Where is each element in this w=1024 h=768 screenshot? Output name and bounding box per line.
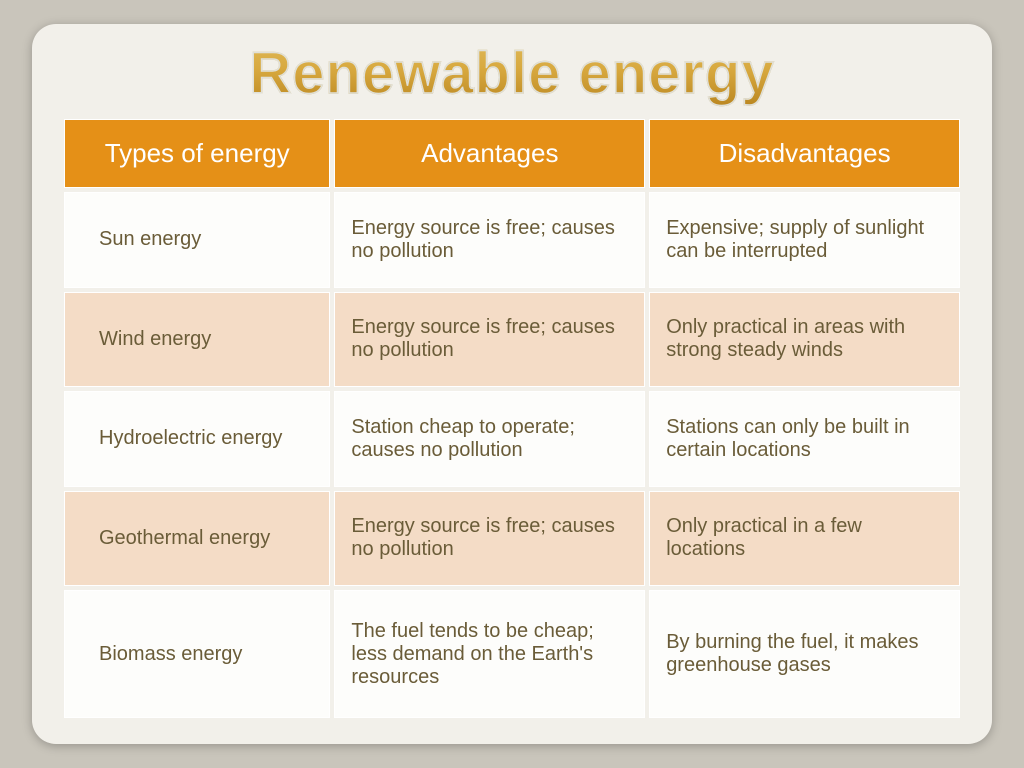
slide: Renewable energy Types of energy Advanta… — [32, 24, 992, 744]
cell-type: Sun energy — [64, 192, 330, 288]
cell-disadvantages: By burning the fuel, it makes greenhouse… — [649, 590, 960, 718]
table-header-row: Types of energy Advantages Disadvantages — [64, 119, 960, 188]
table-row: Sun energy Energy source is free; causes… — [64, 192, 960, 288]
cell-advantages: Energy source is free; causes no polluti… — [334, 192, 645, 288]
table-row: Biomass energy The fuel tends to be chea… — [64, 590, 960, 718]
cell-disadvantages: Expensive; supply of sunlight can be int… — [649, 192, 960, 288]
cell-disadvantages: Only practical in a few locations — [649, 491, 960, 587]
table-row: Hydroelectric energy Station cheap to op… — [64, 391, 960, 487]
col-header-advantages: Advantages — [334, 119, 645, 188]
cell-advantages: Energy source is free; causes no polluti… — [334, 292, 645, 388]
table-row: Wind energy Energy source is free; cause… — [64, 292, 960, 388]
slide-title: Renewable energy — [60, 38, 964, 115]
cell-advantages: Station cheap to operate; causes no poll… — [334, 391, 645, 487]
cell-type: Hydroelectric energy — [64, 391, 330, 487]
cell-type: Geothermal energy — [64, 491, 330, 587]
cell-disadvantages: Only practical in areas with strong stea… — [649, 292, 960, 388]
cell-advantages: The fuel tends to be cheap; less demand … — [334, 590, 645, 718]
cell-type: Biomass energy — [64, 590, 330, 718]
col-header-type: Types of energy — [64, 119, 330, 188]
cell-disadvantages: Stations can only be built in certain lo… — [649, 391, 960, 487]
col-header-disadvantages: Disadvantages — [649, 119, 960, 188]
cell-advantages: Energy source is free; causes no polluti… — [334, 491, 645, 587]
table-row: Geothermal energy Energy source is free;… — [64, 491, 960, 587]
cell-type: Wind energy — [64, 292, 330, 388]
energy-table: Types of energy Advantages Disadvantages… — [60, 115, 964, 722]
